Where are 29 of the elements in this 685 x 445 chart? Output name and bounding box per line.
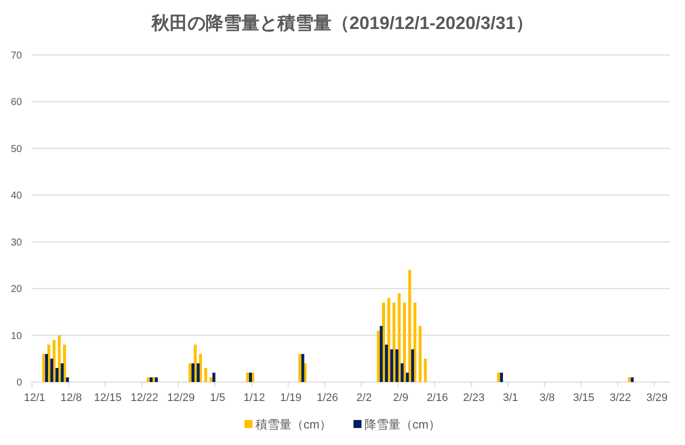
- y-tick-label: 0: [16, 378, 22, 388]
- x-tick-label: 3/29: [646, 392, 668, 404]
- y-tick-label: 60: [10, 97, 22, 108]
- y-tick-label: 20: [10, 284, 22, 296]
- x-tick-label: 2/23: [463, 392, 485, 404]
- x-tick-label: 1/5: [210, 392, 226, 404]
- x-tick-label: 2/16: [426, 392, 448, 404]
- x-tick-label: 3/1: [502, 392, 518, 404]
- x-tick-label: 1/26: [316, 392, 338, 404]
- legend-label: 降雪量（cm）: [364, 418, 440, 432]
- x-tick-label: 12/29: [167, 392, 195, 404]
- x-tick-label: 1/12: [244, 392, 265, 404]
- y-tick-label: 30: [10, 237, 22, 248]
- x-tick-label: 12/1: [24, 392, 46, 404]
- x-tick-label: 3/8: [539, 392, 555, 404]
- x-tick-label: 12/8: [60, 392, 82, 404]
- x-tick-label: 3/15: [573, 392, 594, 404]
- x-tick-label: 1/19: [280, 392, 302, 404]
- x-tick-label: 2/2: [356, 392, 372, 404]
- y-tick-label: 40: [10, 190, 22, 202]
- x-tick-label: 2/9: [393, 392, 408, 404]
- y-tick-label: 10: [10, 330, 22, 342]
- x-tick-label: 12/15: [94, 392, 122, 404]
- x-tick-label: 3/22: [610, 392, 632, 404]
- x-tick-label: 12/22: [130, 392, 158, 404]
- y-tick-label: 50: [10, 144, 22, 155]
- y-tick-label: 70: [10, 50, 22, 62]
- title: 秋田の降雪量と積雪量（2019/12/1-2020/3/31）: [151, 13, 534, 33]
- legend-label: 積雪量（cm）: [256, 418, 332, 432]
